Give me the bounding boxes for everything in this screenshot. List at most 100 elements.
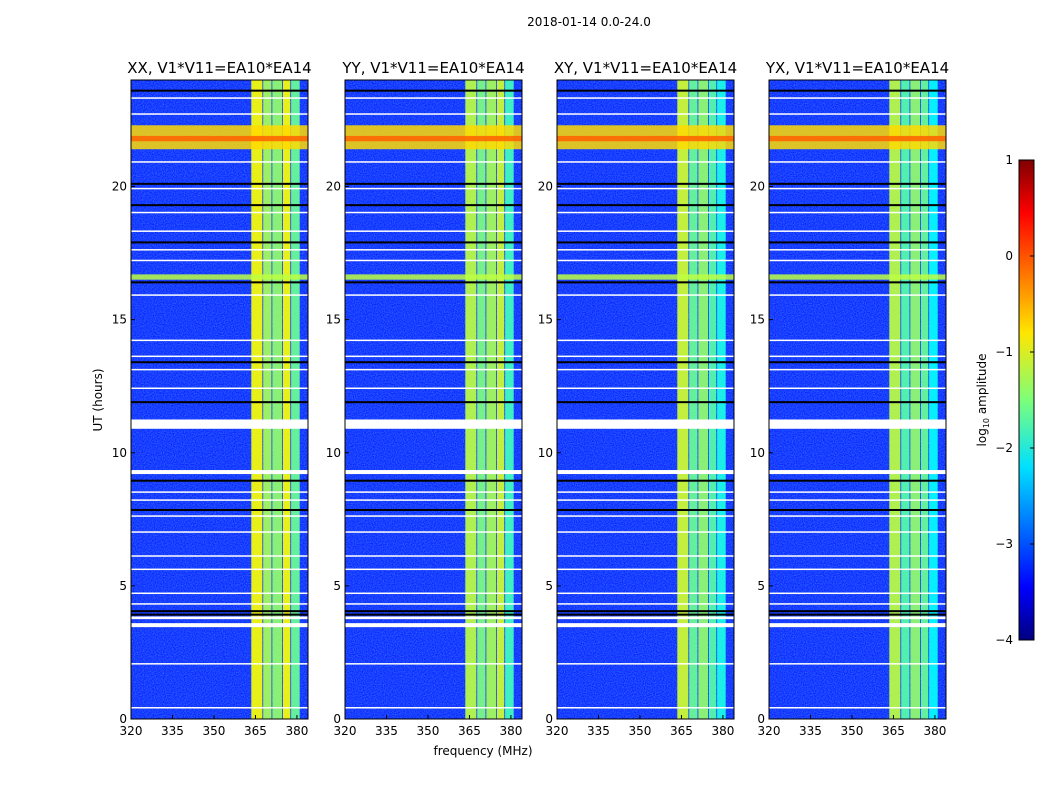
flagged-row (345, 663, 522, 665)
x-tick-label: 335 (587, 724, 610, 738)
flagged-row (345, 707, 522, 709)
flagged-row (345, 616, 522, 620)
colorbar-gradient (1018, 159, 1035, 641)
flagged-row (769, 387, 946, 390)
flagged-row (557, 387, 734, 390)
colorbar: 1 0 −1 −2 −3 −4 log10 amplitude (975, 153, 1035, 647)
flagged-row (345, 568, 522, 571)
y-tick-label: 10 (750, 446, 765, 460)
x-tick-label: 365 (670, 724, 693, 738)
plot-frame (130, 79, 309, 720)
dark-row (131, 241, 308, 244)
dark-row (557, 89, 734, 92)
dark-row (769, 182, 946, 185)
channel-band (291, 80, 300, 719)
flagged-row (345, 355, 522, 358)
plot-frame (344, 79, 523, 720)
dark-row (131, 610, 308, 613)
x-tick-label: 380 (285, 724, 308, 738)
channel-band (505, 80, 514, 719)
channel-band (929, 80, 938, 719)
panel-3: YX, V1*V11=EA10*EA14 320 335 350 365 380 0 5 10 1… (750, 59, 949, 738)
channel-band (920, 80, 929, 719)
colorbar-tick-label: 1 (1005, 153, 1013, 167)
flagged-row (131, 616, 308, 620)
rfi-row (769, 274, 946, 280)
y-tick-label: 5 (119, 579, 127, 593)
dark-row (345, 610, 522, 613)
colorbar-tick-label: −1 (995, 345, 1013, 359)
flagged-row (345, 161, 522, 163)
flagged-row (769, 97, 946, 99)
flagged-row (557, 97, 734, 99)
channel-band (677, 80, 689, 719)
flagged-row (131, 161, 308, 163)
flagged-row (769, 419, 946, 429)
flagged-row (557, 515, 734, 517)
dark-row (131, 89, 308, 92)
flagged-row (131, 368, 308, 371)
y-tick-label: 5 (545, 579, 553, 593)
y-tick-label: 10 (112, 446, 127, 460)
dark-row (131, 401, 308, 404)
channel-band (889, 80, 901, 719)
flagged-row (345, 531, 522, 533)
flagged-row (345, 387, 522, 390)
flagged-row (131, 97, 308, 99)
flagged-row (769, 491, 946, 493)
x-tick-label: 320 (546, 724, 569, 738)
dark-row (345, 182, 522, 185)
dark-row (131, 204, 308, 207)
x-tick-label: 320 (120, 724, 143, 738)
dark-row (769, 281, 946, 284)
x-tick-label: 350 (417, 724, 440, 738)
flagged-row (557, 161, 734, 163)
flagged-row (131, 387, 308, 390)
y-tick-label: 10 (538, 446, 553, 460)
channel-band (689, 80, 698, 719)
rfi-row (345, 274, 522, 280)
flagged-row (345, 187, 522, 190)
flagged-row (131, 531, 308, 533)
flagged-row (345, 113, 522, 115)
flagged-row (131, 707, 308, 709)
x-tick-label: 350 (203, 724, 226, 738)
flagged-row (345, 368, 522, 371)
y-tick-label: 20 (112, 180, 127, 194)
x-axis-label: frequency (MHz) (433, 744, 532, 758)
flagged-row (557, 707, 734, 709)
colorbar-tick-label: 0 (1005, 249, 1013, 263)
dark-row (131, 182, 308, 185)
plot-frame (768, 79, 947, 720)
flagged-row (345, 603, 522, 605)
panel-title: XX, V1*V11=EA10*EA14 (127, 59, 311, 77)
flagged-row (557, 355, 734, 358)
rfi-row (557, 135, 734, 142)
flagged-row (769, 616, 946, 620)
flagged-row (769, 230, 946, 232)
channel-band (272, 80, 283, 719)
panel-title: XY, V1*V11=EA10*EA14 (554, 59, 737, 77)
flagged-row (557, 339, 734, 342)
flagged-row (557, 623, 734, 628)
colorbar-tick-label: −2 (995, 441, 1013, 455)
panel-title: YX, V1*V11=EA10*EA14 (765, 59, 949, 77)
channel-band (496, 80, 505, 719)
dark-row (769, 89, 946, 92)
x-tick-label: 380 (923, 724, 946, 738)
colorbar-tick-label: −4 (995, 633, 1013, 647)
flagged-row (131, 294, 308, 296)
dark-row (557, 401, 734, 404)
channel-band (717, 80, 726, 719)
dark-row (557, 610, 734, 613)
channel-band (282, 80, 291, 719)
dark-row (769, 613, 946, 616)
x-tick-label: 365 (458, 724, 481, 738)
flagged-row (131, 568, 308, 571)
channel-band (486, 80, 497, 719)
dark-row (769, 241, 946, 244)
flagged-row (769, 531, 946, 533)
flagged-row (769, 470, 946, 475)
dark-row (131, 613, 308, 616)
y-tick-label: 5 (333, 579, 341, 593)
